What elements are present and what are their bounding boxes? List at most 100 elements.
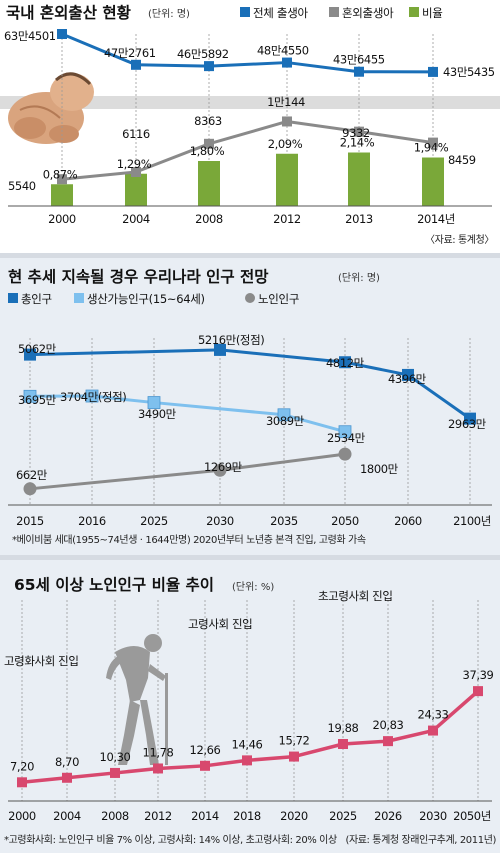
x-tick-label: 2014 bbox=[191, 809, 219, 823]
total-population-label: 5216만(정점) bbox=[198, 333, 264, 347]
legend-ratio: 비율 bbox=[422, 6, 443, 20]
elderly-ratio-point bbox=[17, 777, 27, 788]
extramarital-births-label: 6116 bbox=[122, 127, 150, 141]
elderly-ratio-point bbox=[200, 760, 210, 771]
elderly-population-label: 662만 bbox=[16, 468, 48, 482]
footnote: *베이비붐 세대(1955~74년생 · 1644만명) 2020년부터 노년층… bbox=[12, 533, 366, 546]
elderly-ratio-point bbox=[110, 767, 120, 778]
legend-swatch-total bbox=[8, 293, 18, 303]
x-tick-label: 2060 bbox=[394, 514, 422, 528]
elderly-ratio-chart: 65세 이상 노인인구 비율 추이 (단위: %) 7,20 8,70 10,30 1… bbox=[4, 575, 497, 846]
x-tick-label: 2000 bbox=[48, 212, 76, 226]
elderly-person-illustration bbox=[106, 634, 168, 765]
ratio-label: 1,94% bbox=[414, 141, 449, 155]
working-age-label: 2534만 bbox=[327, 431, 366, 445]
ratio-label: 1,80% bbox=[190, 144, 225, 158]
total-births-point bbox=[354, 66, 364, 77]
extramarital-births-label: 8363 bbox=[194, 114, 222, 128]
x-tick-label: 2050년 bbox=[453, 809, 491, 823]
legend-elderly: 노인인구 bbox=[258, 292, 299, 306]
x-tick-label: 2100년 bbox=[453, 514, 491, 528]
working-age-point bbox=[23, 389, 37, 403]
x-tick-label: 2004 bbox=[53, 809, 81, 823]
total-population-label: 5062만 bbox=[18, 342, 57, 356]
total-births-label: 63만4501 bbox=[4, 29, 56, 43]
extramarital-births-point bbox=[57, 174, 67, 185]
elderly-ratio-label: 19,88 bbox=[328, 721, 359, 735]
total-births-point bbox=[57, 29, 67, 39]
population-chart-panel: 현 추세 지속될 경우 우리나라 인구 전망 (단위: 명) 총인구 생산가능인… bbox=[0, 253, 500, 555]
legend-swatch-total bbox=[240, 7, 250, 17]
ratio-bar bbox=[422, 157, 444, 206]
elderly-ratio-label: 12,66 bbox=[190, 743, 221, 757]
x-tick-label: 2014년 bbox=[417, 212, 455, 226]
baby-illustration bbox=[8, 72, 94, 144]
total-population-label: 4812만 bbox=[326, 356, 365, 370]
elderly-ratio-chart-panel: 65세 이상 노인인구 비율 추이 (단위: %) 7,20 8,70 10,30 1… bbox=[0, 555, 500, 853]
elderly-ratio-point bbox=[428, 725, 438, 736]
x-tick-label: 2030 bbox=[419, 809, 447, 823]
working-age-label: 3704만(정점) bbox=[60, 390, 126, 404]
elderly-ratio-label: 15,72 bbox=[279, 734, 310, 748]
total-population-point bbox=[464, 412, 476, 425]
total-births-label: 43만6455 bbox=[333, 53, 385, 67]
annotation-aged-society: 고령사회 진입 bbox=[188, 617, 252, 631]
elderly-population-line bbox=[29, 452, 346, 491]
legend-swatch-ratio bbox=[409, 7, 419, 17]
legend-working-age: 생산가능인구(15~64세) bbox=[87, 292, 205, 306]
total-population-point bbox=[402, 368, 414, 381]
total-births-label: 48만4550 bbox=[257, 44, 309, 58]
population-chart: 현 추세 지속될 경우 우리나라 인구 전망 (단위: 명) 총인구 생산가능인… bbox=[8, 267, 492, 546]
extramarital-births-label: 8459 bbox=[448, 153, 476, 167]
elderly-population-label: 1800만 bbox=[360, 462, 399, 476]
ratio-label: 0,87% bbox=[43, 167, 78, 181]
working-age-label: 3490만 bbox=[138, 407, 177, 421]
working-age-label: 3089만 bbox=[266, 414, 305, 428]
x-tick-label: 2026 bbox=[374, 809, 402, 823]
extramarital-births-point bbox=[428, 137, 438, 148]
x-tick-label: 2008 bbox=[195, 212, 223, 226]
x-tick-label: 2025 bbox=[329, 809, 357, 823]
extramarital-births-label: 1만144 bbox=[267, 95, 305, 109]
chart-title: 국내 혼외출산 현황 bbox=[6, 3, 131, 22]
elderly-ratio-label: 20,83 bbox=[373, 718, 404, 732]
elderly-ratio-label: 14,46 bbox=[232, 737, 263, 751]
elderly-ratio-label: 10,30 bbox=[100, 750, 131, 764]
elderly-population-point bbox=[338, 447, 352, 461]
elderly-ratio-label: 11,78 bbox=[143, 745, 174, 759]
chart-unit: (단위: 명) bbox=[148, 7, 190, 20]
ratio-bar bbox=[348, 152, 370, 206]
axis-break-band bbox=[0, 96, 500, 109]
birth-chart-panel: 국내 혼외출산 현황 (단위: 명) 전체 출생아 혼외출생아 비율 0,87%… bbox=[0, 0, 500, 253]
x-tick-label: 2013 bbox=[345, 212, 373, 226]
chart-title: 현 추세 지속될 경우 우리나라 인구 전망 bbox=[8, 267, 269, 286]
elderly-ratio-label: 8,70 bbox=[55, 755, 79, 769]
working-age-label: 3695만 bbox=[18, 393, 57, 407]
elderly-ratio-point bbox=[383, 736, 393, 747]
legend-swatch-elderly bbox=[245, 293, 255, 303]
elderly-ratio-point bbox=[62, 772, 72, 783]
extramarital-births-point bbox=[131, 166, 141, 177]
ratio-bar bbox=[51, 184, 73, 206]
elderly-ratio-label: 24,33 bbox=[418, 708, 449, 722]
source-note: 〈자료: 통계청〉 bbox=[425, 234, 494, 246]
working-age-point bbox=[85, 389, 99, 403]
elderly-ratio-point bbox=[338, 739, 348, 750]
working-age-point bbox=[338, 425, 352, 439]
working-age-point bbox=[277, 408, 291, 422]
x-tick-label: 2050 bbox=[331, 514, 359, 528]
chart-unit: (단위: 명) bbox=[338, 271, 380, 284]
x-tick-label: 2015 bbox=[16, 514, 44, 528]
elderly-population-label: 1269만 bbox=[204, 460, 243, 474]
extramarital-births-point bbox=[204, 138, 214, 149]
total-population-point bbox=[24, 348, 36, 361]
x-tick-label: 2008 bbox=[101, 809, 129, 823]
ratio-bar bbox=[125, 173, 147, 206]
x-tick-label: 2016 bbox=[78, 514, 106, 528]
x-tick-label: 2018 bbox=[233, 809, 261, 823]
total-births-label: 43만5435 bbox=[443, 65, 495, 79]
legend-swatch-extramarital bbox=[329, 7, 339, 17]
extramarital-births-line bbox=[61, 119, 434, 181]
elderly-ratio-point bbox=[242, 755, 252, 766]
legend-swatch-working bbox=[74, 293, 84, 303]
